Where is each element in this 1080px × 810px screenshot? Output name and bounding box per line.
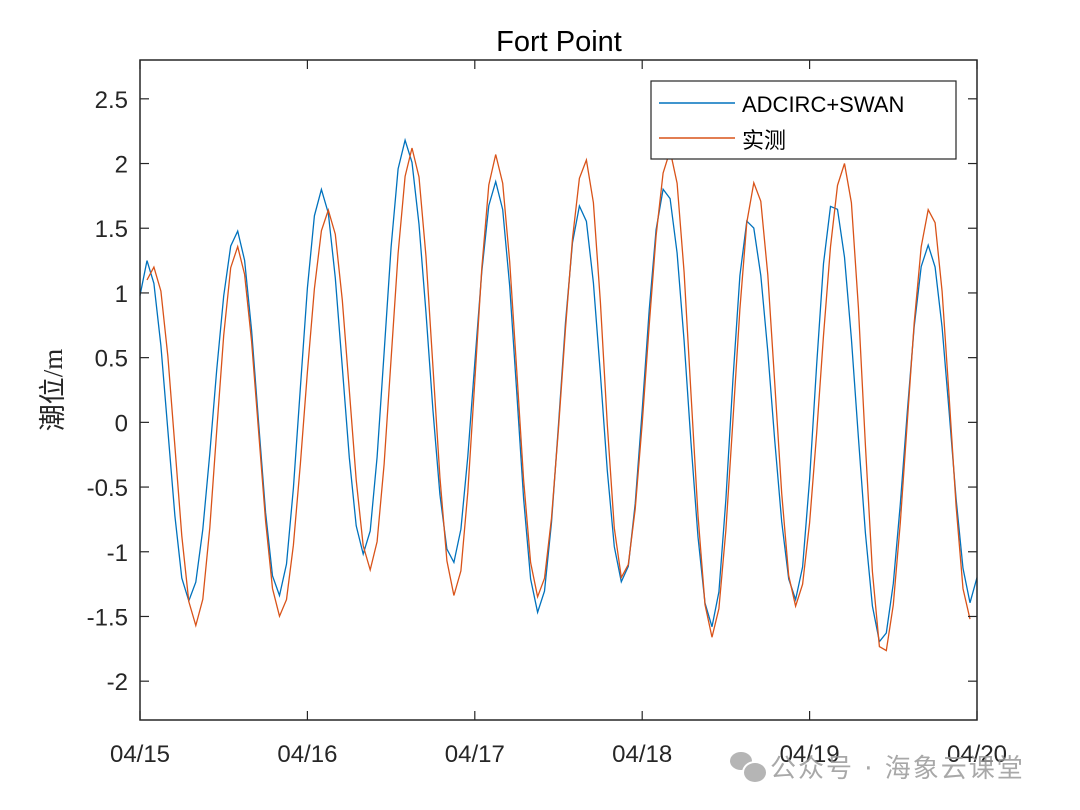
- y-tick-label: 2.5: [95, 87, 128, 114]
- y-tick-label: -2: [107, 669, 128, 696]
- series-observed-line: [146, 147, 971, 652]
- legend: ADCIRC+SWAN 实测: [650, 80, 957, 160]
- y-tick-label: 1: [115, 281, 128, 308]
- y-tick-label: -1.5: [87, 604, 128, 631]
- x-tick-label: 04/15: [110, 741, 170, 768]
- y-axis: -2 -1.5 -1 -0.5 0 0.5 1 1.5 2 2.5: [87, 87, 977, 696]
- legend-label-observed: 实测: [742, 129, 786, 154]
- x-tick-label: 04/20: [947, 741, 1007, 768]
- watermark-text: 公众号 · 海象云课堂: [770, 754, 1025, 784]
- watermark: 公众号 · 海象云课堂: [730, 748, 1025, 785]
- wechat-icon: [730, 751, 768, 784]
- x-tick-label: 04/19: [780, 741, 840, 768]
- legend-box: [650, 80, 957, 160]
- y-tick-label: -1: [107, 540, 128, 567]
- y-tick-label: -0.5: [87, 475, 128, 502]
- y-tick-label: 0: [115, 410, 128, 437]
- y-axis-label: 潮位/m: [38, 349, 68, 432]
- x-axis: 04/15 04/16 04/17 04/18 04/19 04/20: [110, 60, 1007, 768]
- chart-title: Fort Point: [496, 26, 622, 58]
- x-tick-label: 04/17: [445, 741, 505, 768]
- legend-label-adcirc-swan: ADCIRC+SWAN: [742, 92, 904, 117]
- axes-box: [139, 59, 978, 721]
- x-tick-label: 04/18: [612, 741, 672, 768]
- plot-area: [140, 60, 977, 720]
- y-tick-label: 0.5: [95, 346, 128, 373]
- x-tick-label: 04/16: [277, 741, 337, 768]
- y-tick-label: 2: [115, 152, 128, 179]
- series-layer: [139, 137, 978, 652]
- y-tick-label: 1.5: [95, 216, 128, 243]
